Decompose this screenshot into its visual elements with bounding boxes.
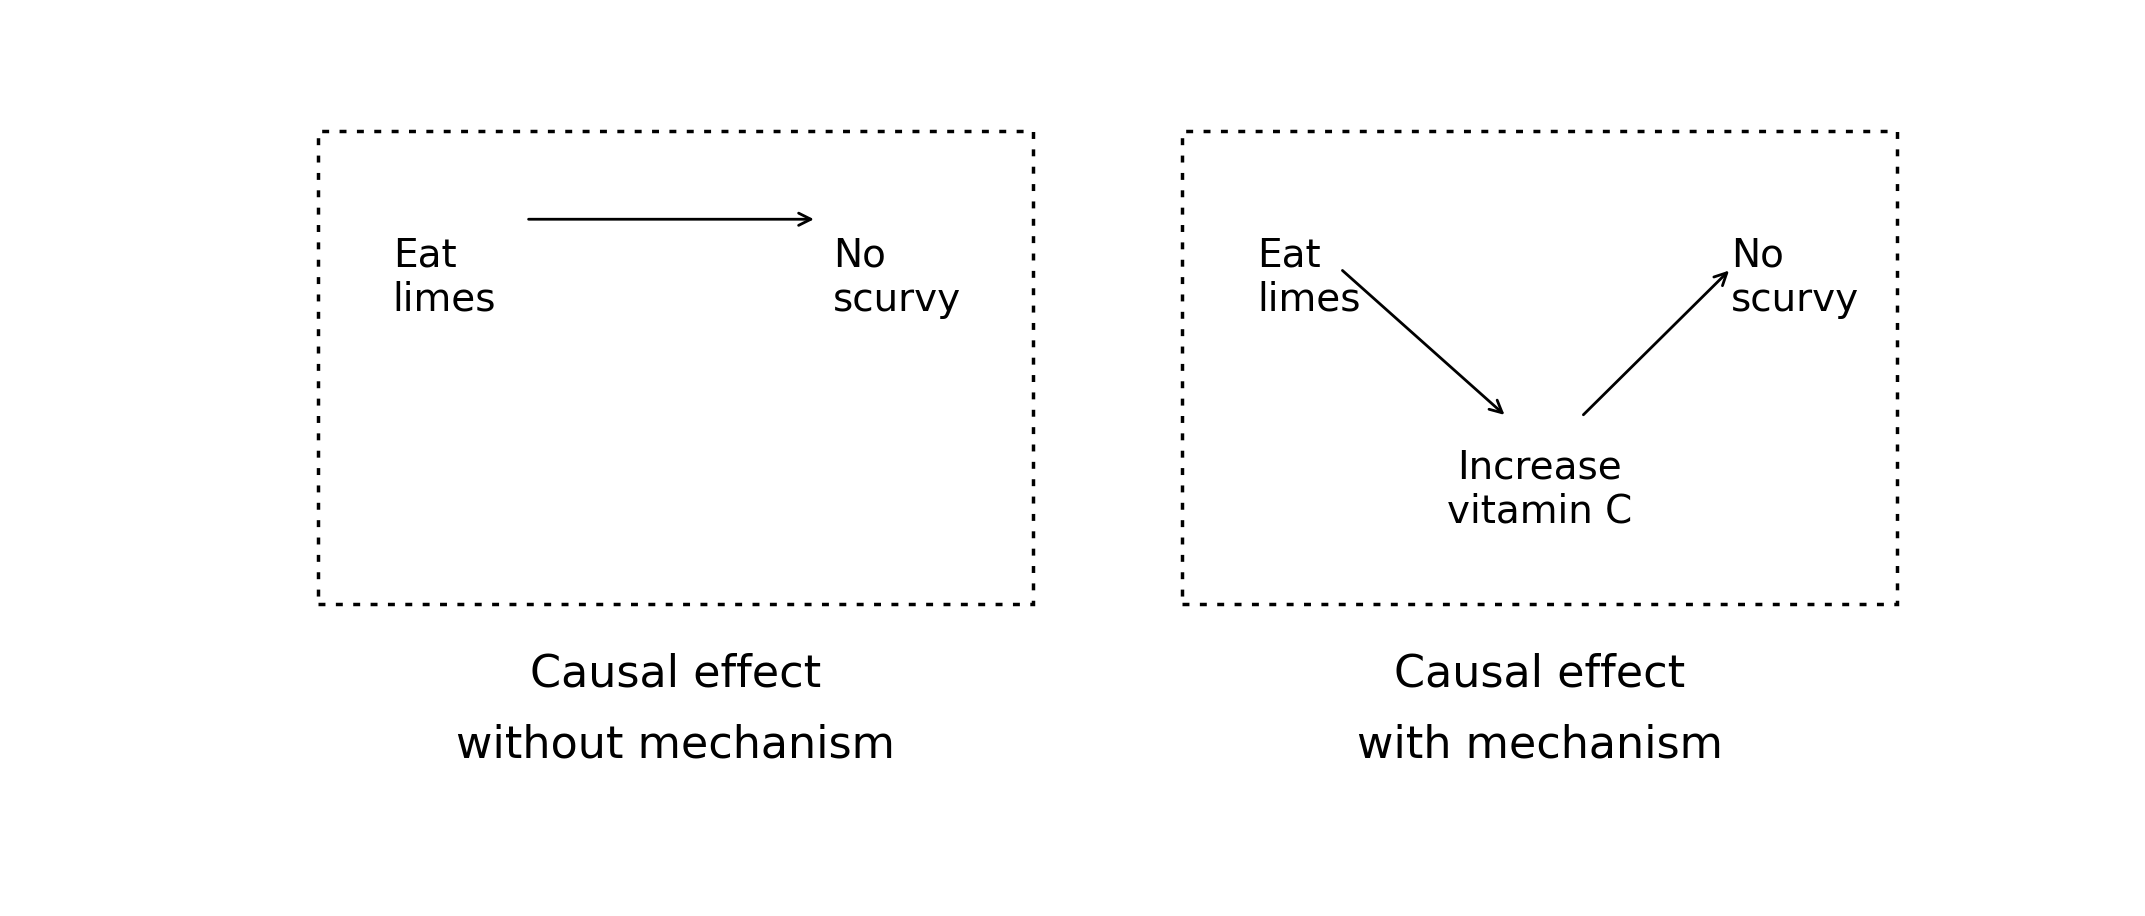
Text: without mechanism: without mechanism bbox=[457, 724, 894, 766]
Text: Increase
vitamin C: Increase vitamin C bbox=[1448, 449, 1632, 530]
Text: No
scurvy: No scurvy bbox=[834, 237, 961, 319]
Text: Causal effect: Causal effect bbox=[530, 653, 822, 695]
Bar bbox=[1182, 131, 1898, 604]
Text: Eat
limes: Eat limes bbox=[393, 237, 495, 319]
Text: No
scurvy: No scurvy bbox=[1731, 237, 1860, 319]
Text: Eat
limes: Eat limes bbox=[1257, 237, 1360, 319]
Bar bbox=[317, 131, 1034, 604]
Text: with mechanism: with mechanism bbox=[1358, 724, 1722, 766]
Text: Causal effect: Causal effect bbox=[1394, 653, 1686, 695]
